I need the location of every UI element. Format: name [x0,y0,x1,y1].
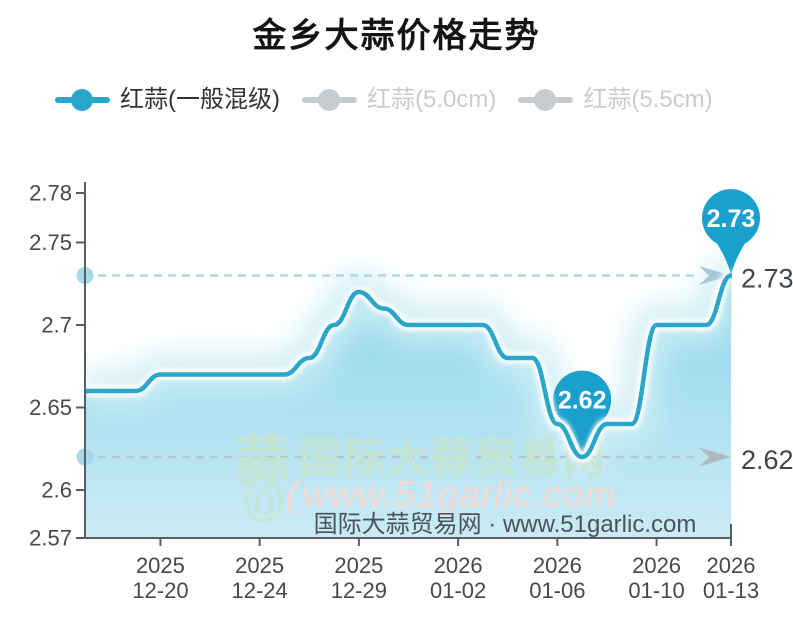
legend-item-label: 红蒜(一般混级) [120,86,280,113]
y-axis-label: 2.6 [41,478,72,503]
legend-item-3[interactable]: 红蒜(5.5cm) [518,86,713,114]
watermark-logo-icon: 蒜 [235,431,289,491]
x-axis-label-date: 01-13 [703,578,759,603]
x-axis-label-date: 12-24 [232,578,288,603]
pointer-value-label: 2.73 [741,264,793,294]
y-axis-label: 2.7 [41,313,72,338]
price-line [85,273,732,460]
value-pin [553,370,612,457]
watermark-site-name: 国际大蒜贸易网 [299,435,607,481]
pointer-arrow-icon [699,447,731,467]
legend-item-label: 红蒜(5.0cm) [366,86,497,113]
watermark-site-url: www.51garlic.com [302,474,616,515]
x-axis-label-date: 01-10 [628,578,684,603]
legend: 红蒜(一般混级) 红蒜(5.0cm) 红蒜(5.5cm) [55,85,713,115]
watermark: 蒜国际大蒜贸易网(www.51garlic.com国际大蒜贸易网 · www.5… [235,431,696,538]
legend-item-2[interactable]: 红蒜(5.0cm) [301,86,497,114]
x-axis-label-date: 01-06 [529,578,585,603]
x-axis-label-year: 2026 [434,553,483,578]
watermark-paren: ( [286,474,302,515]
x-axis-label-year: 2026 [632,553,681,578]
legend-item-label: 红蒜(5.5cm) [583,86,713,113]
x-axis-label-year: 2026 [533,553,582,578]
x-axis-label-date: 12-29 [331,578,387,603]
x-axis-label-date: 01-02 [430,578,486,603]
pointer-value-label: 2.62 [741,445,793,475]
pointer-arrow-icon [699,266,731,285]
y-axis-label: 2.57 [29,526,72,551]
value-pin-label: 2.73 [707,205,756,233]
y-axis-label: 2.78 [29,181,72,206]
legend-marker-icon [518,88,574,112]
x-axis-label-date: 12-20 [132,578,188,603]
x-axis-label-year: 2025 [136,553,185,578]
x-axis-label-year: 2025 [334,553,383,578]
legend-marker-icon [55,88,110,112]
x-axis-label-year: 2026 [707,553,756,578]
axes: 2.782.752.72.652.62.57202512-20202512-24… [29,181,759,604]
legend-dot-icon [317,89,340,111]
chart-title: 金乡大蒜价格走势 [252,17,541,55]
x-axis-label-year: 2025 [235,553,284,578]
y-axis-label: 2.75 [29,230,72,255]
value-pin [702,189,761,276]
legend-dot-icon [71,89,93,111]
legend-item-1[interactable]: 红蒜(一般混级) [55,86,280,114]
y-axis-label: 2.65 [29,395,72,420]
series-line [85,273,732,460]
value-pin-label: 2.62 [558,387,607,415]
value-pins: 2.73 2.62 [553,189,761,457]
reference-pointers: 2.73 2.62 [76,264,793,475]
watermark-garlic-bulb-icon [245,472,283,523]
watermark-credit-line: 国际大蒜贸易网 · www.51garlic.com [314,511,697,538]
watermark-garlic-clove-icon [254,484,274,516]
legend-dot-icon [534,89,557,111]
legend-marker-icon [301,88,357,112]
